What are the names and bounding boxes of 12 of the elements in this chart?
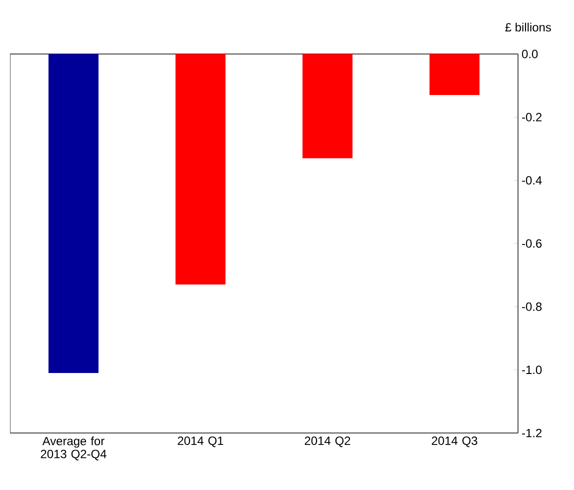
x-tick-label: 2014 Q2	[304, 436, 350, 448]
y-tick-label: -1.2	[522, 428, 542, 438]
y-tick-label: -0.4	[522, 176, 542, 185]
y-tick-label: -0.2	[522, 112, 542, 122]
y-tick-label: -0.6	[522, 239, 542, 248]
x-tick-label: 2014 Q1	[178, 436, 224, 448]
y-tick-label: -1.0	[522, 366, 542, 374]
y-axis-title: £ billions	[505, 22, 551, 32]
x-tick-label: 2014 Q3	[432, 436, 478, 448]
y-tick-label: -0.8	[522, 302, 542, 311]
x-tick-label: Average for 2013 Q2-Q4	[40, 436, 106, 460]
y-tick-label: 0.0	[522, 50, 538, 58]
